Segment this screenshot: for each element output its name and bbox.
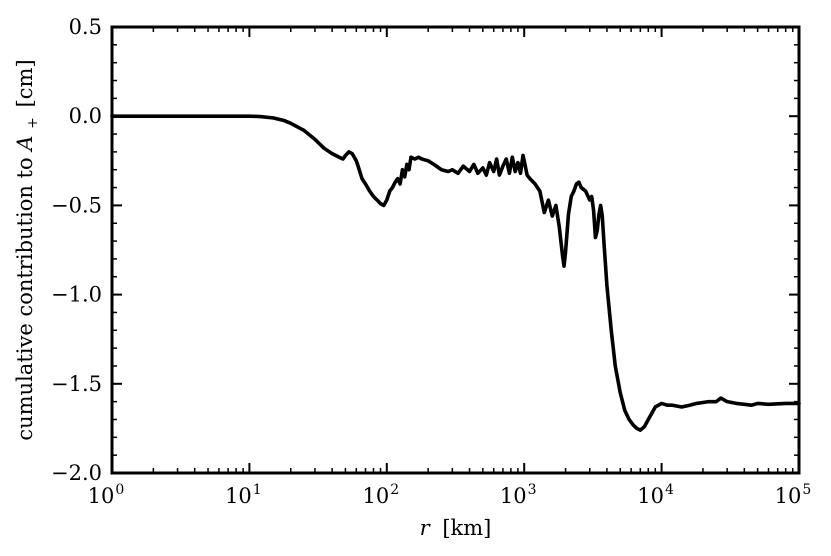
y-tick-label: 0.5	[69, 15, 102, 39]
y-tick-label: −2.0	[51, 461, 102, 485]
x-axis-variable: r	[420, 516, 432, 540]
y-tick-label: −0.5	[51, 193, 102, 217]
y-tick-label: 0.0	[69, 104, 102, 128]
y-tick-labels: 0.5 0.0 −0.5 −1.0 −1.5 −2.0	[51, 15, 102, 485]
x-tick-label: 104	[637, 482, 674, 508]
y-axis-unit: [cm]	[13, 59, 37, 107]
x-tick-label: 101	[225, 482, 262, 508]
plot-frame	[110, 25, 801, 475]
x-tick-label: 102	[362, 482, 399, 508]
y-tick-label: −1.0	[51, 283, 102, 307]
series-line	[110, 114, 801, 432]
y-axis-label: cumulative contribution to A + [cm]	[13, 59, 42, 440]
x-axis-label: r [km]	[420, 516, 492, 540]
x-tick-labels: 100 101 102 103 104 105	[88, 482, 812, 508]
x-tick-label: 105	[775, 482, 812, 508]
y-axis-subscript: +	[25, 117, 41, 129]
x-axis-unit: [km]	[442, 516, 491, 540]
x-tick-label: 103	[500, 482, 537, 508]
ticks-layer	[111, 26, 800, 474]
y-axis-variable: A	[13, 136, 37, 153]
y-axis-text: cumulative contribution to	[13, 151, 37, 441]
y-tick-label: −1.5	[51, 372, 102, 396]
x-tick-label: 100	[88, 482, 125, 508]
